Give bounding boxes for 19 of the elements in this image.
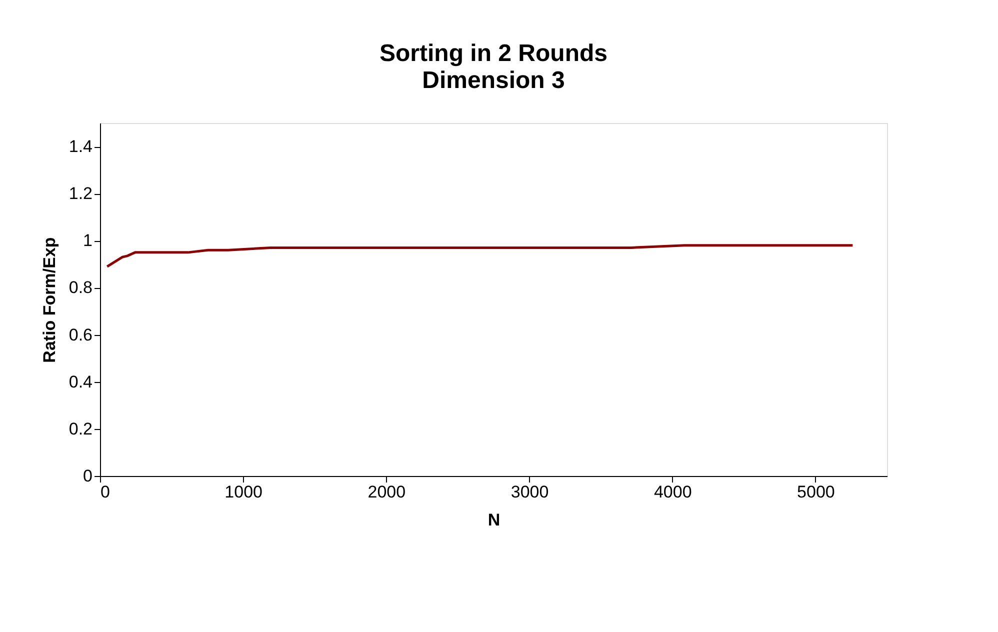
x-tick-label: 1000 bbox=[224, 482, 263, 502]
x-tick-label: 4000 bbox=[654, 482, 692, 502]
y-axis-title: Ratio Form/Exp bbox=[40, 237, 59, 363]
y-tick-label: 0.4 bbox=[68, 372, 92, 392]
y-tick-label: 0 bbox=[83, 466, 92, 486]
x-axis-title: N bbox=[488, 510, 500, 530]
x-tick-label: 0 bbox=[100, 482, 110, 502]
x-tick-label: 3000 bbox=[510, 482, 549, 502]
line-series bbox=[106, 244, 854, 268]
y-tick-label: 0.6 bbox=[68, 325, 92, 344]
y-tick-label: 1.2 bbox=[68, 184, 92, 204]
y-tick-label: 1 bbox=[83, 231, 92, 250]
x-tick-label: 2000 bbox=[368, 482, 406, 502]
y-tick-label: 0.2 bbox=[68, 419, 92, 438]
chart-subtitle: Dimension 3 bbox=[422, 67, 565, 94]
chart-title: Sorting in 2 Rounds bbox=[380, 40, 608, 67]
x-tick-label: 5000 bbox=[797, 482, 835, 502]
y-tick-label: 0.8 bbox=[68, 278, 92, 298]
y-tick-label: 1.4 bbox=[68, 137, 92, 156]
